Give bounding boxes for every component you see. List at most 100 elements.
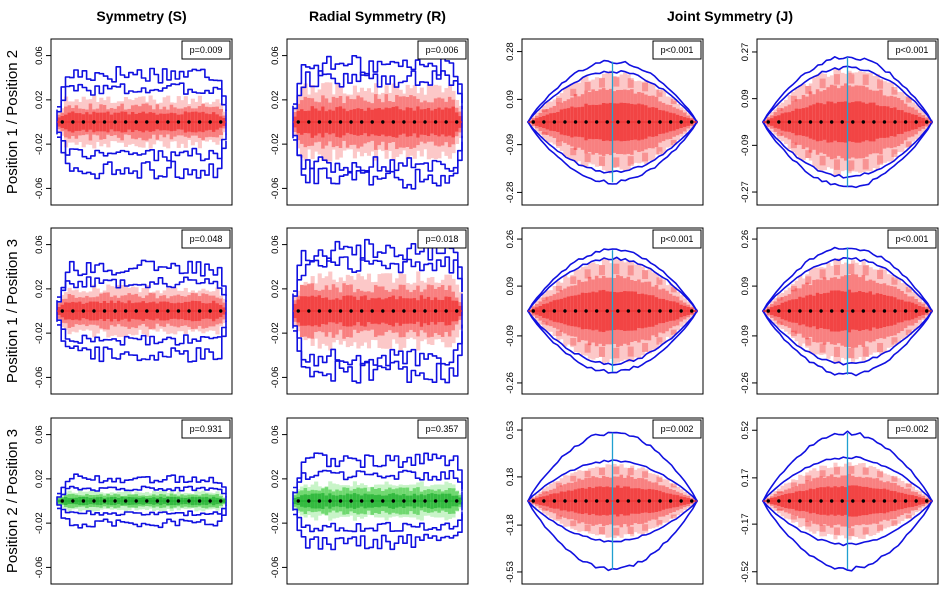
data-point [433,499,438,503]
data-point [433,309,438,313]
band-highlight [642,82,649,92]
data-point [455,120,459,124]
data-point [925,120,929,124]
data-point [412,499,417,503]
data-point [134,499,138,503]
band-highlight [848,263,855,275]
band-highlight [819,524,826,532]
panel-r2-c1: 0.06 0.02 -0.02 -0.06 p=0.357 [270,417,469,585]
data-point [71,120,75,124]
p-value-label: p=0.018 [426,234,459,244]
p-value-label: p<0.001 [896,234,929,244]
y-tick-label: 0.26 [505,230,516,249]
data-point [134,309,138,313]
band-highlight [905,141,912,147]
data-point [60,499,64,503]
y-tick-label: -0.06 [34,178,45,200]
data-point [176,120,181,124]
panel-frame [756,227,939,395]
data-point [102,309,107,313]
band-highlight [891,86,898,95]
data-point [903,499,908,503]
panel-frame [50,227,233,395]
band-highlight [570,88,577,97]
y-tick-label: 0.06 [270,46,281,65]
band-highlight [613,527,620,536]
points [296,309,459,313]
band-highlight [555,482,562,487]
band-highlight [656,476,663,482]
y-tick-label: 0.06 [34,425,45,444]
data-point [370,309,374,313]
data-point [584,309,588,313]
data-point [187,309,191,313]
data-point [679,499,683,503]
data-point [381,499,385,503]
y-tick-label: -0.09 [505,325,516,347]
data-point [349,120,353,124]
data-point [81,309,86,313]
band-highlight [598,467,605,475]
band-highlight [891,149,898,158]
y-tick-label: 0.02 [34,91,45,110]
p-value-label: p<0.001 [661,45,694,55]
envelope-line [293,324,463,367]
data-point [81,120,86,124]
y-tick-label: -0.53 [505,561,516,583]
p-value-box [887,419,937,439]
data-point [307,120,311,124]
y-tick-label: 0.53 [505,421,516,440]
panel-r2-c2: 0.53 0.18 -0.18 -0.53 p=0.002 [505,417,704,585]
data-point [605,499,609,503]
band-highlight [670,287,677,293]
envelope-line [293,508,463,533]
panel-r2-c0: 0.06 0.02 -0.02 -0.06 p=0.931 [34,417,233,585]
data-point [328,499,332,503]
envelope-line [293,469,463,494]
panel-r1-c2: 0.26 0.09 -0.09 -0.26 p<0.001 [505,227,704,395]
data-point [60,120,64,124]
band-highlight [642,270,649,280]
y-tick-label: -0.26 [505,372,516,394]
data-point [531,499,535,503]
data-point [145,120,149,124]
data-point [573,120,578,124]
y-tick-label: 0.02 [270,470,281,489]
data-point [338,309,343,313]
data-point [840,309,844,313]
data-point [328,309,332,313]
data-point [637,499,641,503]
y-tick-label: -0.09 [740,325,751,347]
envelope-line [293,452,463,490]
y-tick-label: 0.09 [505,277,516,296]
data-point [840,499,844,503]
envelope-line [527,431,698,502]
y-tick-label: -0.02 [34,322,45,344]
data-point [573,499,578,503]
band-highlight [570,475,577,482]
panel-frame [756,417,939,585]
panel-frame [286,227,469,395]
data-point [787,309,792,313]
band-highlight [656,277,663,285]
panel-r1-c3: 0.26 0.09 -0.09 -0.26 p<0.001 [740,227,939,395]
band-highlight [584,524,591,532]
data-point [777,309,781,313]
band-highlight [819,78,826,89]
data-point [102,120,107,124]
band-highlight [613,466,620,475]
points [531,309,694,313]
data-point [882,120,887,124]
data-point [444,120,448,124]
data-point [359,120,364,124]
data-point [197,120,202,124]
data-point [647,120,652,124]
data-point [338,499,343,503]
band-highlight [627,526,634,535]
p-value-label: p=0.048 [190,234,223,244]
panel-r0-c1: 0.06 0.02 -0.02 -0.06 p=0.006 [270,38,469,206]
data-point [423,309,427,313]
band-highlight [819,155,826,166]
band-highlight [805,150,812,159]
